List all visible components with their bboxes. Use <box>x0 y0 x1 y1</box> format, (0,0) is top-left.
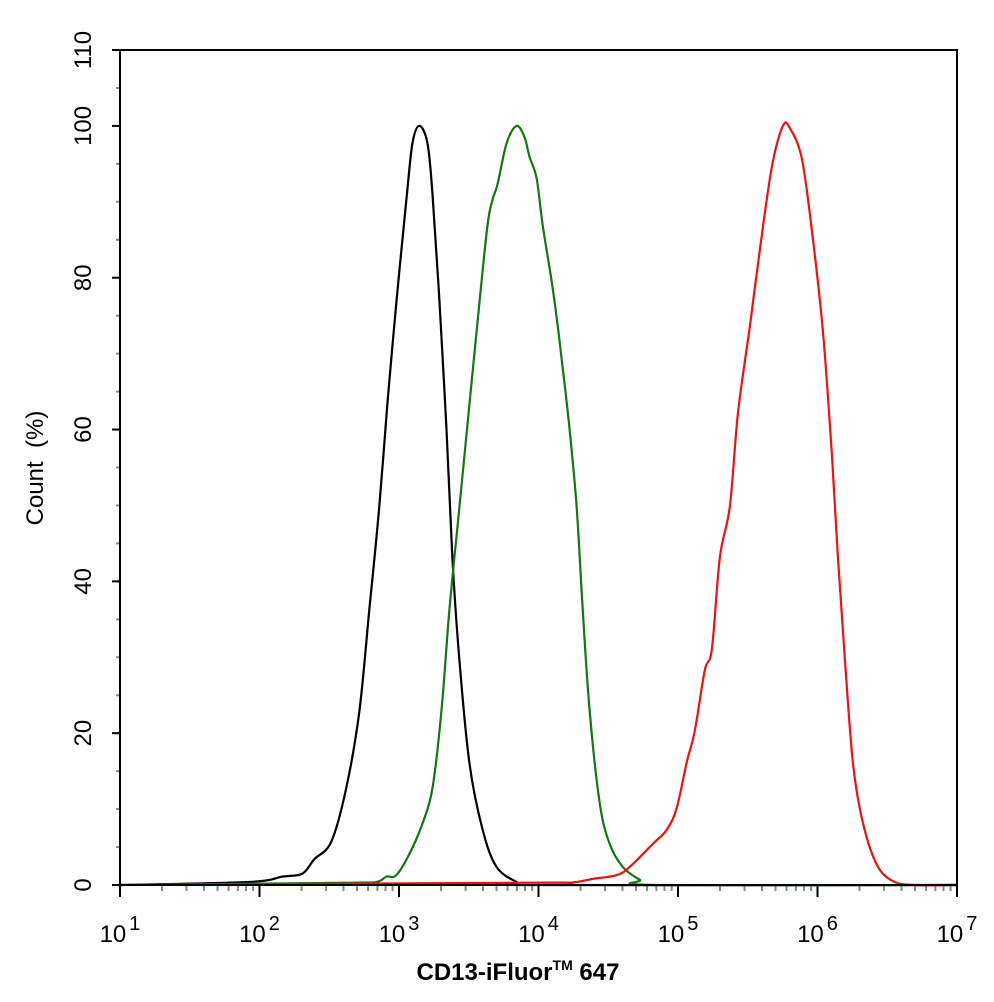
x-tick-base: 10 <box>100 921 127 948</box>
x-tick-base: 10 <box>797 921 824 948</box>
x-axis-title-main: CD13-iFluor <box>417 959 553 986</box>
x-tick-exponent: 4 <box>548 913 559 935</box>
histogram-series-1 <box>119 124 958 887</box>
y-tick-labels: 0 20 40 60 80 100 110 <box>70 31 97 892</box>
x-tick-label: 10 6 <box>797 913 838 948</box>
y-tick-label: 20 <box>70 720 97 747</box>
y-tick-label: 110 <box>70 31 97 69</box>
x-tick-base: 10 <box>379 921 406 948</box>
x-axis-title: CD13-iFluorTM 647 <box>417 957 620 986</box>
x-tick-base: 10 <box>937 921 964 948</box>
y-axis-title: Count (%) <box>22 411 49 526</box>
x-tick-label: 10 3 <box>379 913 420 948</box>
x-tick-exponent: 6 <box>827 913 838 935</box>
plot-frame <box>119 49 958 886</box>
x-tick-base: 10 <box>518 921 545 948</box>
x-tick-exponent: 7 <box>966 913 977 935</box>
x-tick-base: 10 <box>239 921 266 948</box>
x-tick-label: 10 7 <box>937 913 978 948</box>
curves <box>119 121 958 887</box>
x-axis-title-tm: TM <box>553 957 573 973</box>
histogram-series-3 <box>119 121 958 887</box>
x-tick-exponent: 2 <box>269 913 280 935</box>
histogram-series-2 <box>119 124 958 887</box>
x-axis-title-suffix: 647 <box>573 959 620 986</box>
x-tick-exponent: 1 <box>129 913 140 935</box>
x-tick-base: 10 <box>658 921 685 948</box>
x-tick-label: 10 5 <box>658 913 699 948</box>
x-tick-labels: 10 1 10 2 10 3 10 4 10 5 10 6 10 7 <box>100 913 978 948</box>
y-tick-label: 80 <box>70 264 97 291</box>
major-ticks <box>112 49 958 897</box>
y-tick-label: 60 <box>70 416 97 443</box>
x-tick-exponent: 5 <box>687 913 698 935</box>
x-tick-label: 10 2 <box>239 913 280 948</box>
y-tick-label: 0 <box>70 878 97 891</box>
x-tick-label: 10 1 <box>100 913 141 948</box>
x-tick-label: 10 4 <box>518 913 559 948</box>
y-tick-label: 40 <box>70 568 97 595</box>
minor-ticks <box>116 49 952 891</box>
y-tick-label: 100 <box>70 106 97 146</box>
x-tick-exponent: 3 <box>408 913 419 935</box>
